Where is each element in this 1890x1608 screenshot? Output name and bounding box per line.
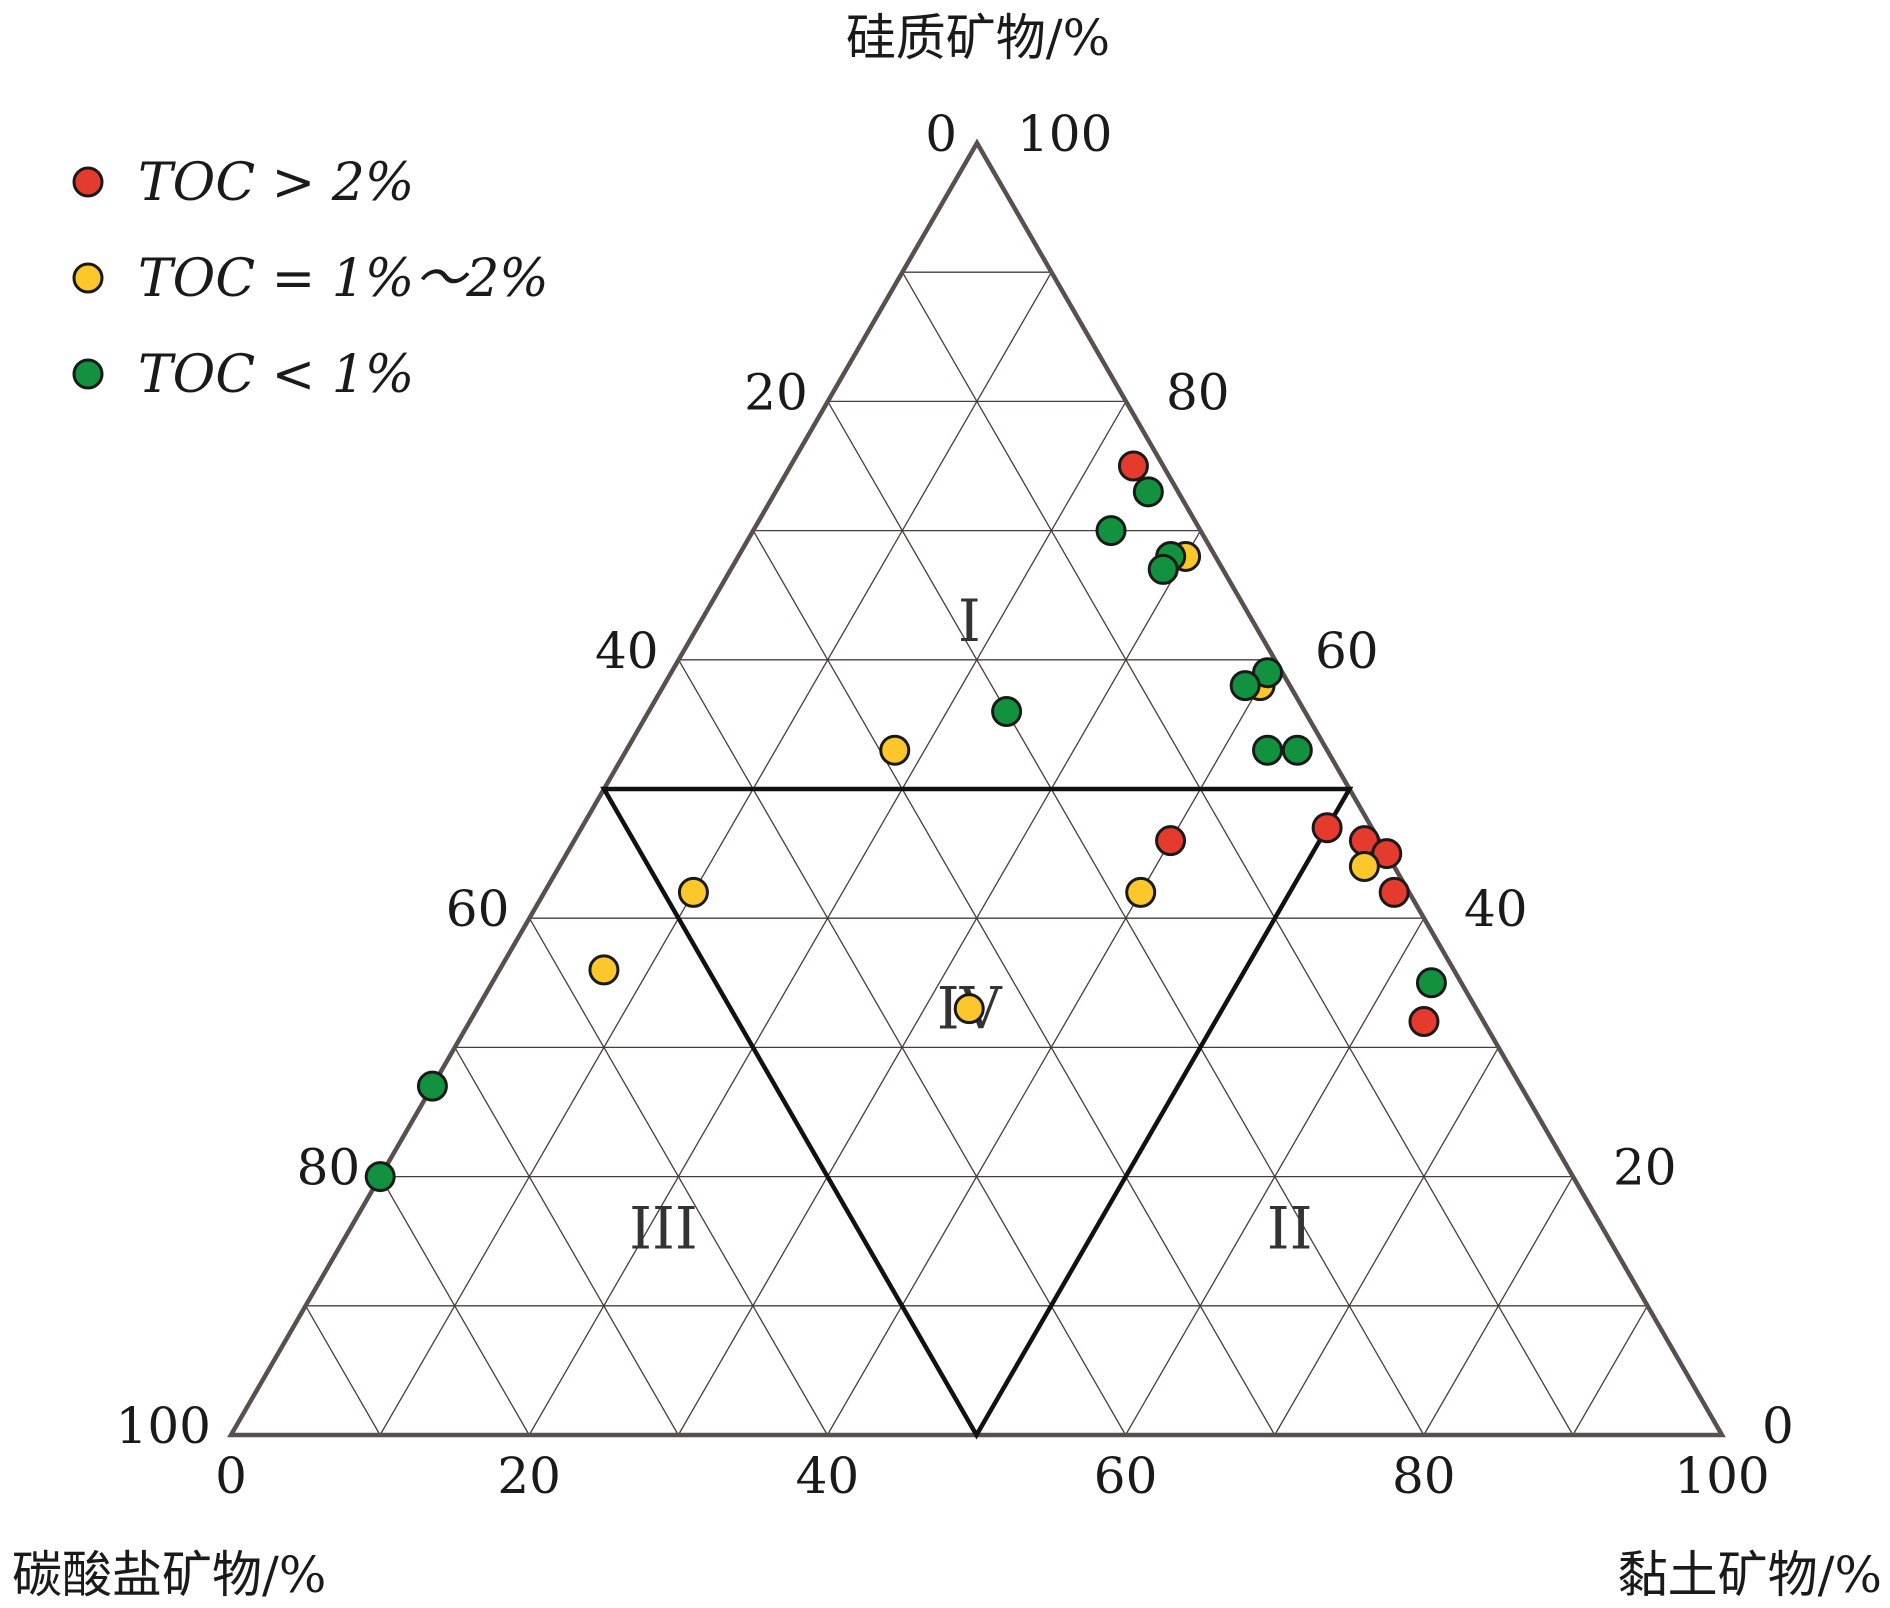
- tick-label-right: 40: [1464, 880, 1528, 938]
- legend-marker: [72, 166, 104, 198]
- data-point: [1147, 553, 1179, 585]
- region-label-iii: III: [629, 1194, 698, 1262]
- data-point: [1117, 450, 1149, 482]
- grid-line-clay: [1423, 1176, 1574, 1436]
- grid: [305, 271, 1649, 1436]
- region-label-ii: II: [1267, 1194, 1313, 1262]
- legend-label: TOC < 1%: [138, 345, 414, 405]
- tick-label-bottom: 40: [796, 1447, 860, 1505]
- tick-label-left: 80: [297, 1139, 361, 1197]
- grid-line-carbonate: [901, 271, 1574, 1436]
- data-point: [1378, 876, 1410, 908]
- data-point: [1281, 734, 1313, 766]
- tick-label-right: 60: [1315, 622, 1379, 680]
- tick-label-bottom: 60: [1094, 1447, 1158, 1505]
- tick-label-bottom: 0: [215, 1447, 247, 1505]
- tick-label-left: 20: [744, 363, 808, 421]
- grid-line-carbonate: [528, 917, 828, 1436]
- bottom-axis-title: 黏土矿物/%: [1618, 1546, 1882, 1604]
- grid-line-clay: [379, 271, 1053, 1436]
- data-point: [1095, 515, 1127, 547]
- data-point: [1348, 851, 1380, 883]
- region-boundaries: IIIIIIIV: [600, 587, 1354, 1440]
- tick-label-left: 0: [925, 105, 957, 163]
- grid-line-carbonate: [454, 1047, 679, 1436]
- legend-marker: [72, 262, 104, 294]
- grid-line-carbonate: [379, 1176, 530, 1436]
- data-point: [1155, 825, 1187, 857]
- tick-label-right: 0: [1762, 1397, 1794, 1455]
- tick-label-left: 60: [446, 880, 510, 938]
- grid-line-clay: [1125, 917, 1425, 1436]
- left-axis-title: 碳酸盐矿物/%: [12, 1546, 326, 1604]
- data-points: [364, 450, 1447, 1193]
- data-point: [416, 1070, 448, 1102]
- legend-marker: [72, 358, 104, 390]
- data-point: [1125, 876, 1157, 908]
- data-point: [364, 1161, 396, 1193]
- data-point: [1311, 812, 1343, 844]
- data-point: [588, 954, 620, 986]
- data-point: [991, 695, 1023, 727]
- grid-line-clay: [1572, 1305, 1649, 1436]
- data-point: [879, 734, 911, 766]
- grid-line-carbonate: [752, 530, 1276, 1436]
- data-point: [1252, 734, 1284, 766]
- tick-label-left: 40: [595, 622, 659, 680]
- data-point: [1132, 476, 1164, 508]
- tick-label-bottom: 100: [1674, 1447, 1769, 1505]
- legend-label: TOC > 2%: [138, 153, 414, 213]
- legend: TOC > 2% TOC = 1%～2% TOC < 1%: [72, 153, 549, 405]
- region-iv-boundary: [600, 786, 1354, 1440]
- data-point: [953, 993, 985, 1025]
- grid-line-clay: [677, 530, 1202, 1436]
- tick-labels: 0 20 40 60 80 100 100 80 60 40 20 0 0 20 40 60 80 100: [116, 105, 1794, 1505]
- tick-label-bottom: 80: [1392, 1447, 1456, 1505]
- data-point: [1415, 967, 1447, 999]
- grid-line-carbonate: [305, 1305, 381, 1436]
- region-label-i: I: [958, 587, 981, 655]
- tick-label-left: 100: [116, 1397, 211, 1455]
- tick-label-bottom: 20: [497, 1447, 561, 1505]
- tick-label-right: 20: [1613, 1139, 1677, 1197]
- grid-line-clay: [1274, 1047, 1500, 1436]
- data-point: [677, 876, 709, 908]
- tick-label-right: 80: [1166, 363, 1230, 421]
- legend-label: TOC = 1%～2%: [138, 249, 549, 309]
- data-point: [1408, 1006, 1440, 1038]
- data-point: [1229, 670, 1261, 702]
- tick-label-right: 100: [1017, 105, 1112, 163]
- top-axis-title: 硅质矿物/%: [846, 9, 1110, 67]
